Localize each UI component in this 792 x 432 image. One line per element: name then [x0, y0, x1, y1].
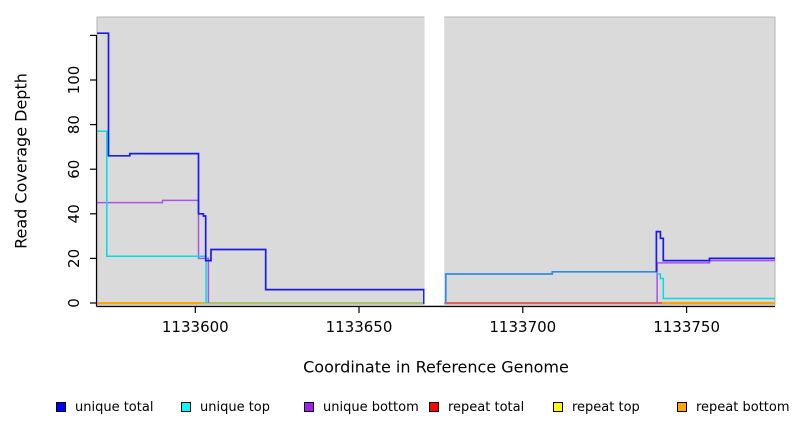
series-line-unique-top — [97, 130, 207, 303]
series-line-unique-top — [657, 273, 775, 300]
legend-label: unique total — [75, 399, 154, 415]
legend-swatch-repeat-total-icon — [429, 402, 439, 412]
legend-label: repeat top — [572, 399, 640, 415]
x-axis-title: Coordinate in Reference Genome — [303, 357, 569, 377]
x-tick-label: 1133650 — [326, 318, 393, 336]
series-line-unique-total — [444, 270, 657, 303]
legend-swatch-repeat-bottom-icon — [677, 402, 687, 412]
legend-item-unique-total: unique total — [56, 398, 153, 416]
legend-item-repeat-top: repeat top — [553, 398, 640, 416]
legend-swatch-unique-total-icon — [56, 402, 66, 412]
y-tick-label: 0 — [65, 298, 83, 308]
legend-label: unique top — [200, 399, 271, 415]
no-data-gap — [424, 13, 445, 305]
series-line-unique-bottom — [656, 259, 775, 303]
x-tick-label: 1133600 — [162, 318, 229, 336]
legend-swatch-repeat-top-icon — [553, 402, 563, 412]
legend: unique total unique top unique bottom re… — [0, 398, 792, 416]
y-tick-label: 40 — [65, 204, 83, 223]
y-axis-title: Read Coverage Depth — [11, 73, 31, 249]
legend-item-repeat-total: repeat total — [429, 398, 524, 416]
legend-swatch-unique-top-icon — [181, 402, 191, 412]
x-tick-label: 1133700 — [489, 318, 556, 336]
x-tick-label: 1133750 — [653, 318, 720, 336]
legend-label: unique bottom — [323, 399, 419, 415]
legend-label: repeat bottom — [696, 399, 790, 415]
legend-item-unique-top: unique top — [181, 398, 270, 416]
legend-item-repeat-bottom: repeat bottom — [677, 398, 790, 416]
legend-label: repeat total — [448, 399, 525, 415]
series-line-unique-total — [655, 230, 775, 272]
y-tick-label: 80 — [65, 115, 83, 134]
legend-swatch-unique-bottom-icon — [304, 402, 314, 412]
legend-item-unique-bottom: unique bottom — [304, 398, 419, 416]
series-line-unique-total — [97, 32, 425, 304]
y-tick-label: 20 — [65, 249, 83, 268]
y-tick-label: 100 — [65, 66, 83, 95]
y-tick-label: 60 — [65, 160, 83, 179]
